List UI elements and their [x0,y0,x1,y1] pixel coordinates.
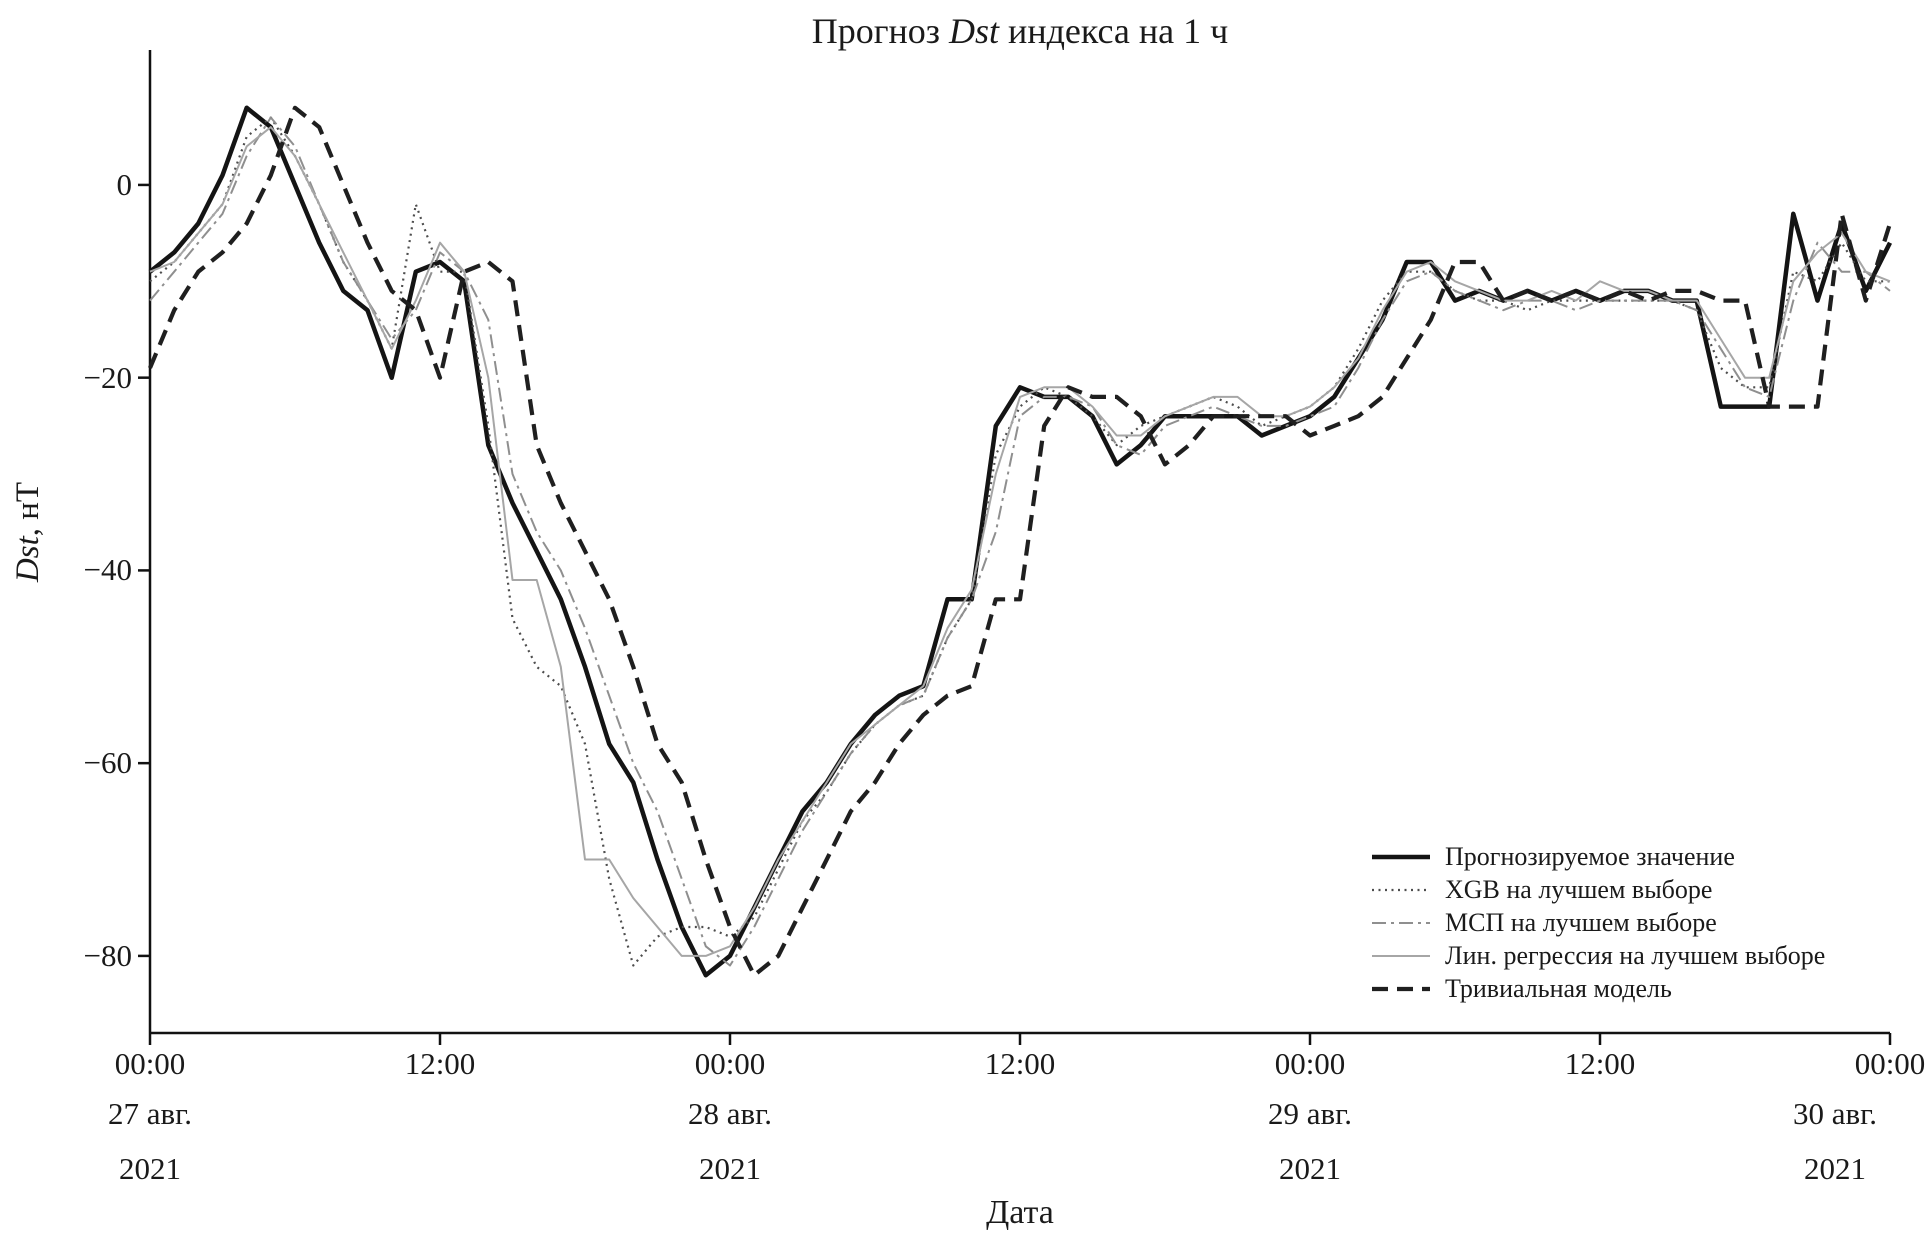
y-tick-label: −20 [83,359,132,395]
series-line-2 [149,116,1891,967]
y-tick-label: −80 [83,937,132,973]
x-tick-label: 00:00 [1274,1046,1346,1081]
x-tick-label: 00:00 [1854,1046,1926,1081]
x-tick-label: 12:00 [404,1046,476,1081]
legend-label: Прогнозируемое значение [1445,842,1735,871]
series-line-3 [149,126,1891,957]
legend-line-sample [1372,888,1430,892]
x-tick-label: 00:00 [694,1046,766,1081]
x-axis-label: Дата [986,1194,1054,1231]
legend-line-sample [1372,922,1430,924]
chart-title-prefix: Прогноз [811,11,950,51]
chart-title-dst-italic: Dst [949,11,1000,51]
series-line-4 [148,105,1893,978]
x-date-label-year: 2021 [699,1151,761,1186]
x-date-label-year: 2021 [1279,1151,1341,1186]
x-tick-label: 12:00 [984,1046,1056,1081]
x-date-label-year: 2021 [1804,1151,1866,1186]
x-date-label-month: 28 авг. [687,1096,773,1131]
chart-title: Прогноз Dst индекса на 1 ч [150,10,1890,52]
legend-line-sample [1372,854,1430,860]
legend-row: Прогнозируемое значение [1372,842,1825,871]
legend-line-sample [1372,986,1430,992]
y-tick-label: 0 [116,166,133,202]
legend-label: МСП на лучшем выборе [1445,908,1717,937]
y-tick-label: −60 [83,745,132,781]
legend-row: МСП на лучшем выборе [1372,908,1825,937]
x-date-label-month: 27 авг. [107,1096,193,1131]
legend-row: XGB на лучшем выборе [1372,875,1825,904]
legend-label: Лин. регрессия на лучшем выборе [1445,941,1826,970]
legend-line-sample [1372,955,1430,957]
series-line-1 [149,116,1890,967]
x-date-label-month: 29 авг. [1267,1096,1353,1131]
chart-title-suffix: индекса на 1 ч [999,11,1229,51]
x-date-label-year: 2021 [119,1151,181,1186]
x-date-label-month: 30 авг. [1792,1096,1878,1131]
legend-label: Тривиальная модель [1445,974,1672,1003]
y-tick-label: −40 [83,552,132,588]
legend-label: XGB на лучшем выборе [1445,875,1713,904]
x-tick-label: 12:00 [1564,1046,1636,1081]
legend-row: Тривиальная модель [1372,974,1825,1003]
legend: Прогнозируемое значение XGB на лучшем выб… [1372,842,1826,1003]
legend-row: Лин. регрессия на лучшем выборе [1372,941,1826,970]
x-tick-label: 00:00 [114,1046,186,1081]
